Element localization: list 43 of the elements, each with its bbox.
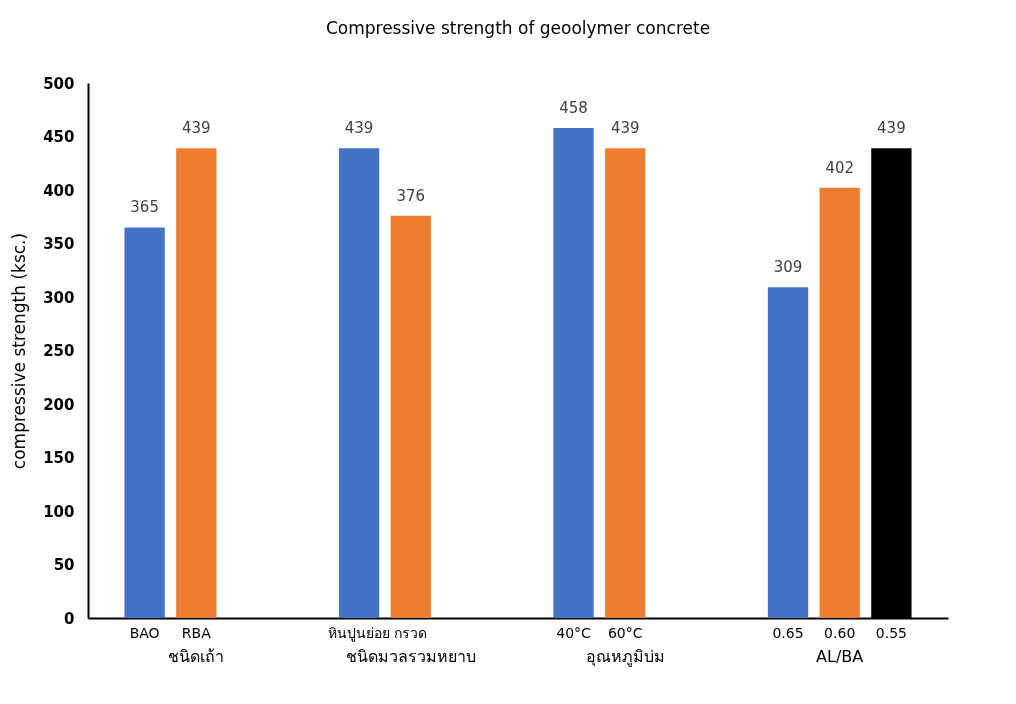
y-tick-label: 250 xyxy=(43,342,75,360)
annotation: 0.65 xyxy=(772,625,804,641)
bar xyxy=(176,148,217,618)
data-label: 309 xyxy=(773,258,803,277)
data-label: 439 xyxy=(610,119,640,138)
bar xyxy=(390,215,431,618)
bar xyxy=(605,148,646,618)
annotation: หินปูนย่อย xyxy=(328,625,391,642)
data-label: 402 xyxy=(825,158,855,177)
y-tick-label: 200 xyxy=(43,395,75,414)
y-tick-label: 150 xyxy=(43,449,75,467)
bar xyxy=(338,148,380,618)
y-tick-label: 100 xyxy=(43,502,75,521)
y-tick-label: 350 xyxy=(43,235,75,253)
annotation: 0.60 xyxy=(824,625,856,641)
data-label: 376 xyxy=(396,186,426,205)
bar xyxy=(767,287,809,618)
y-tick-label: 0 xyxy=(64,609,75,628)
bar xyxy=(124,227,165,618)
chart-title: Compressive strength of geoolymer concrete xyxy=(325,18,711,38)
annotation: 60°C xyxy=(607,625,643,641)
annotation: RBA xyxy=(181,625,212,641)
x-tick-label: ชนิดเถ้า xyxy=(168,646,225,666)
data-label: 365 xyxy=(130,198,159,217)
x-tick-label: ชนิดมวลรวมหยาบ xyxy=(345,646,476,666)
annotation: 0.55 xyxy=(875,625,907,641)
x-tick-label: AL/BA xyxy=(816,646,864,666)
y-tick-label: 500 xyxy=(43,74,75,93)
bar xyxy=(553,127,594,618)
data-label: 458 xyxy=(559,98,588,117)
data-label: 439 xyxy=(877,119,906,138)
annotation: 40°C xyxy=(556,625,592,641)
x-tick-label: อุณหภูมิบ่ม xyxy=(585,646,665,667)
y-tick-label: 300 xyxy=(43,288,75,307)
bar xyxy=(819,187,860,618)
y-tick-label: 400 xyxy=(43,181,75,200)
annotation: กรวด xyxy=(394,625,428,641)
annotation: BAO xyxy=(129,625,160,641)
data-label: 439 xyxy=(344,119,374,138)
y-axis-title: compressive strength (ksc.) xyxy=(9,232,30,470)
y-tick-label: 450 xyxy=(43,128,75,146)
y-tick-label: 50 xyxy=(53,556,75,574)
data-label: 439 xyxy=(181,119,211,138)
